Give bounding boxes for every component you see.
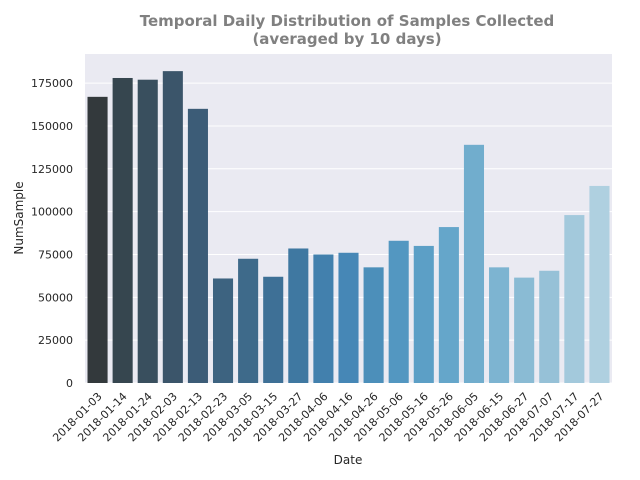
y-tick-label: 150000	[31, 120, 73, 133]
y-tick-label: 125000	[31, 163, 73, 176]
y-tick-label: 25000	[38, 334, 73, 347]
y-axis-label: NumSample	[12, 181, 26, 254]
bar	[313, 254, 334, 383]
y-tick-label: 50000	[38, 291, 73, 304]
bar	[288, 248, 309, 383]
chart-title-line-2: (averaged by 10 days)	[252, 30, 441, 48]
bar	[463, 144, 485, 383]
chart-title-line-1: Temporal Daily Distribution of Samples C…	[140, 12, 555, 30]
bar	[212, 278, 234, 383]
bar	[187, 108, 208, 383]
x-axis-label: Date	[334, 453, 363, 467]
y-ticks: 0 25000 50000 75000 100000 125000 150000 175000	[31, 77, 73, 390]
bar	[388, 240, 409, 383]
y-tick-label: 0	[66, 377, 73, 390]
bar	[87, 96, 108, 384]
bar	[589, 185, 610, 383]
bar	[438, 227, 459, 383]
bar	[539, 270, 560, 383]
bar	[363, 267, 384, 383]
bar	[514, 277, 535, 383]
bar	[238, 258, 259, 383]
bar	[338, 252, 359, 383]
x-ticks: 2018-01-032018-01-142018-01-242018-02-03…	[50, 390, 606, 444]
bar	[413, 245, 434, 383]
bar	[162, 71, 183, 384]
bar	[263, 276, 284, 383]
bar	[489, 267, 510, 383]
bar	[137, 79, 158, 383]
bars	[87, 71, 610, 384]
y-tick-label: 100000	[31, 206, 73, 219]
y-tick-label: 175000	[31, 77, 73, 90]
y-tick-label: 75000	[38, 248, 73, 261]
bar	[112, 77, 133, 383]
bar	[564, 215, 585, 383]
